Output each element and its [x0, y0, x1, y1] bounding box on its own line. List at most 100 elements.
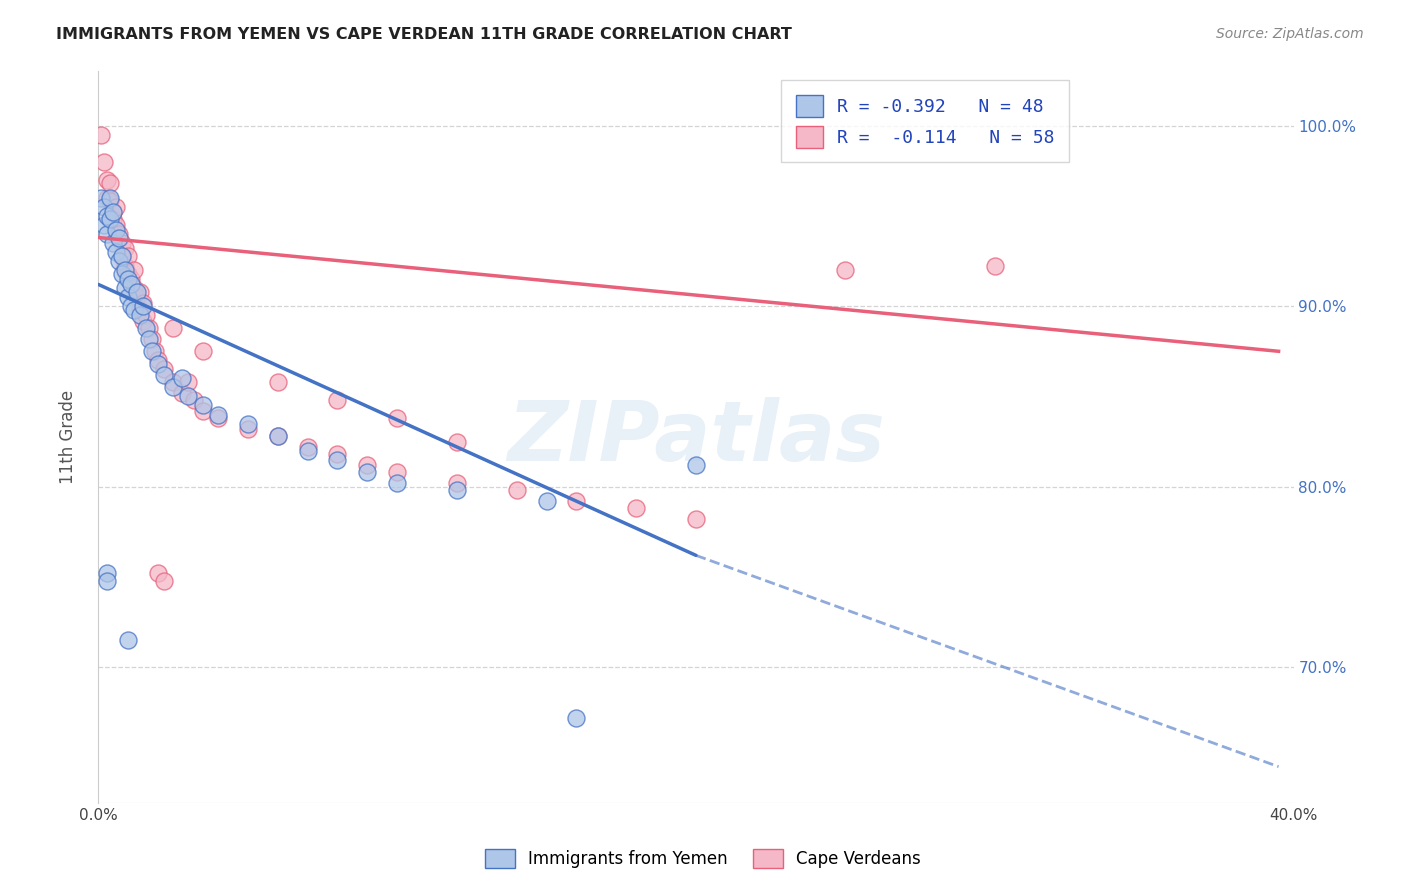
Point	[127, 285, 149, 299]
Point	[446, 476, 468, 491]
Point	[111, 235, 134, 250]
Point	[191, 404, 214, 418]
Point	[834, 263, 856, 277]
Point	[446, 434, 468, 449]
Point	[105, 223, 128, 237]
Point	[356, 465, 378, 479]
Point	[108, 254, 131, 268]
Point	[153, 362, 176, 376]
Point	[96, 574, 118, 588]
Point	[90, 128, 112, 142]
Point	[111, 267, 134, 281]
Point	[103, 205, 125, 219]
Legend: Immigrants from Yemen, Cape Verdeans: Immigrants from Yemen, Cape Verdeans	[478, 842, 928, 875]
Point	[446, 483, 468, 498]
Point	[103, 205, 125, 219]
Point	[117, 272, 139, 286]
Point	[356, 458, 378, 472]
Point	[117, 249, 139, 263]
Point	[148, 566, 170, 581]
Point	[98, 194, 122, 209]
Point	[177, 375, 200, 389]
Point	[172, 385, 194, 400]
Point	[191, 344, 214, 359]
Point	[297, 443, 319, 458]
Point	[96, 566, 118, 581]
Point	[132, 299, 155, 313]
Point	[93, 200, 115, 214]
Point	[117, 267, 139, 281]
Point	[103, 212, 125, 227]
Point	[93, 218, 115, 232]
Point	[177, 389, 200, 403]
Point	[267, 429, 290, 443]
Point	[141, 332, 163, 346]
Point	[138, 321, 160, 335]
Point	[153, 368, 176, 382]
Point	[565, 494, 588, 508]
Point	[108, 227, 131, 241]
Point	[129, 285, 152, 299]
Point	[129, 308, 152, 322]
Point	[120, 299, 142, 313]
Point	[565, 711, 588, 725]
Point	[96, 172, 118, 186]
Point	[267, 375, 290, 389]
Point	[685, 512, 707, 526]
Point	[162, 321, 184, 335]
Text: ZIPatlas: ZIPatlas	[508, 397, 884, 477]
Point	[143, 344, 166, 359]
Point	[506, 483, 529, 498]
Point	[129, 302, 152, 317]
Point	[114, 241, 136, 255]
Point	[138, 332, 160, 346]
Point	[236, 417, 259, 431]
Y-axis label: 11th Grade: 11th Grade	[59, 390, 77, 484]
Point	[132, 313, 155, 327]
Point	[93, 154, 115, 169]
Point	[326, 452, 349, 467]
Point	[148, 353, 170, 368]
Point	[96, 209, 118, 223]
Point	[90, 191, 112, 205]
Point	[98, 177, 122, 191]
Point	[127, 290, 149, 304]
Point	[132, 295, 155, 310]
Point	[105, 200, 128, 214]
Point	[385, 476, 409, 491]
Point	[117, 290, 139, 304]
Point	[135, 321, 157, 335]
Point	[135, 308, 157, 322]
Point	[385, 465, 409, 479]
Point	[267, 429, 290, 443]
Point	[172, 371, 194, 385]
Point	[124, 263, 146, 277]
Point	[148, 357, 170, 371]
Point	[385, 411, 409, 425]
Point	[984, 260, 1007, 274]
Point	[207, 408, 229, 422]
Point	[103, 235, 125, 250]
Point	[685, 458, 707, 472]
Point	[162, 380, 184, 394]
Legend: R = -0.392   N = 48, R =  -0.114   N = 58: R = -0.392 N = 48, R = -0.114 N = 58	[782, 80, 1070, 162]
Point	[124, 302, 146, 317]
Point	[120, 277, 142, 292]
Point	[326, 392, 349, 407]
Point	[114, 260, 136, 274]
Point	[96, 191, 118, 205]
Point	[114, 281, 136, 295]
Point	[536, 494, 558, 508]
Point	[117, 633, 139, 648]
Point	[98, 212, 122, 227]
Text: Source: ZipAtlas.com: Source: ZipAtlas.com	[1216, 27, 1364, 41]
Point	[114, 263, 136, 277]
Point	[98, 191, 122, 205]
Text: IMMIGRANTS FROM YEMEN VS CAPE VERDEAN 11TH GRADE CORRELATION CHART: IMMIGRANTS FROM YEMEN VS CAPE VERDEAN 11…	[56, 27, 792, 42]
Point	[183, 392, 205, 407]
Point	[207, 411, 229, 425]
Point	[153, 574, 176, 588]
Point	[191, 399, 214, 413]
Point	[297, 440, 319, 454]
Point	[105, 244, 128, 259]
